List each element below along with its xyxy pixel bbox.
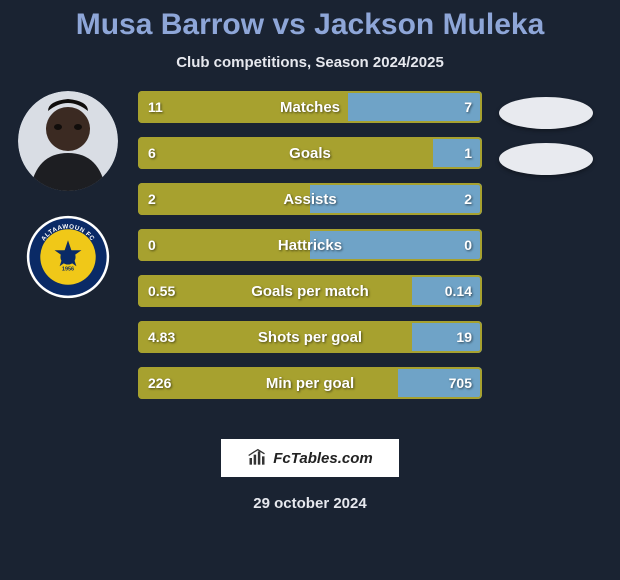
stat-row: Assists22 [138, 183, 482, 215]
stat-row: Goals per match0.550.14 [138, 275, 482, 307]
fctables-logo[interactable]: FcTables.com [221, 439, 399, 477]
opponent-badge-1 [499, 97, 593, 129]
logo-text: FcTables.com [273, 450, 372, 467]
left-column: ALTAAWOUN FC 1956 [8, 91, 128, 299]
svg-text:1956: 1956 [62, 266, 74, 272]
stat-value-right: 7 [454, 91, 482, 123]
player1-name: Musa Barrow [76, 8, 264, 41]
stat-value-left: 6 [138, 137, 166, 169]
stat-value-left: 2 [138, 183, 166, 215]
stat-value-right: 1 [454, 137, 482, 169]
stat-value-left: 0 [138, 229, 166, 261]
stat-row: Goals61 [138, 137, 482, 169]
stat-value-left: 226 [138, 367, 181, 399]
vs-label: vs [272, 8, 305, 41]
stat-value-right: 0.14 [435, 275, 482, 307]
player-avatar [18, 91, 118, 191]
comparison-title: Musa Barrow vs Jackson Muleka [0, 8, 620, 42]
stat-value-left: 11 [138, 91, 173, 123]
stat-value-left: 4.83 [138, 321, 185, 353]
stat-row: Min per goal226705 [138, 367, 482, 399]
opponent-badge-slot [486, 137, 606, 181]
stat-fill-left [138, 137, 433, 169]
crest-icon: ALTAAWOUN FC 1956 [26, 215, 110, 299]
comparison-body: ALTAAWOUN FC 1956 Matches117Goals61Assis… [0, 91, 620, 421]
stat-value-right: 2 [454, 183, 482, 215]
stat-value-right: 705 [439, 367, 482, 399]
right-column [486, 91, 606, 183]
stat-bars: Matches117Goals61Assists22Hattricks00Goa… [138, 91, 482, 399]
opponent-badge-2 [499, 143, 593, 175]
stat-value-right: 19 [446, 321, 482, 353]
club-crest: ALTAAWOUN FC 1956 [26, 215, 110, 299]
player2-name: Jackson Muleka [314, 8, 544, 41]
stat-value-left: 0.55 [138, 275, 185, 307]
stat-row: Shots per goal4.8319 [138, 321, 482, 353]
stat-row: Matches117 [138, 91, 482, 123]
chart-icon [247, 448, 267, 468]
subtitle: Club competitions, Season 2024/2025 [0, 54, 620, 71]
stat-value-right: 0 [454, 229, 482, 261]
opponent-badge-slot [486, 91, 606, 135]
avatar-icon [18, 91, 118, 191]
date-label: 29 october 2024 [0, 495, 620, 512]
stat-row: Hattricks00 [138, 229, 482, 261]
